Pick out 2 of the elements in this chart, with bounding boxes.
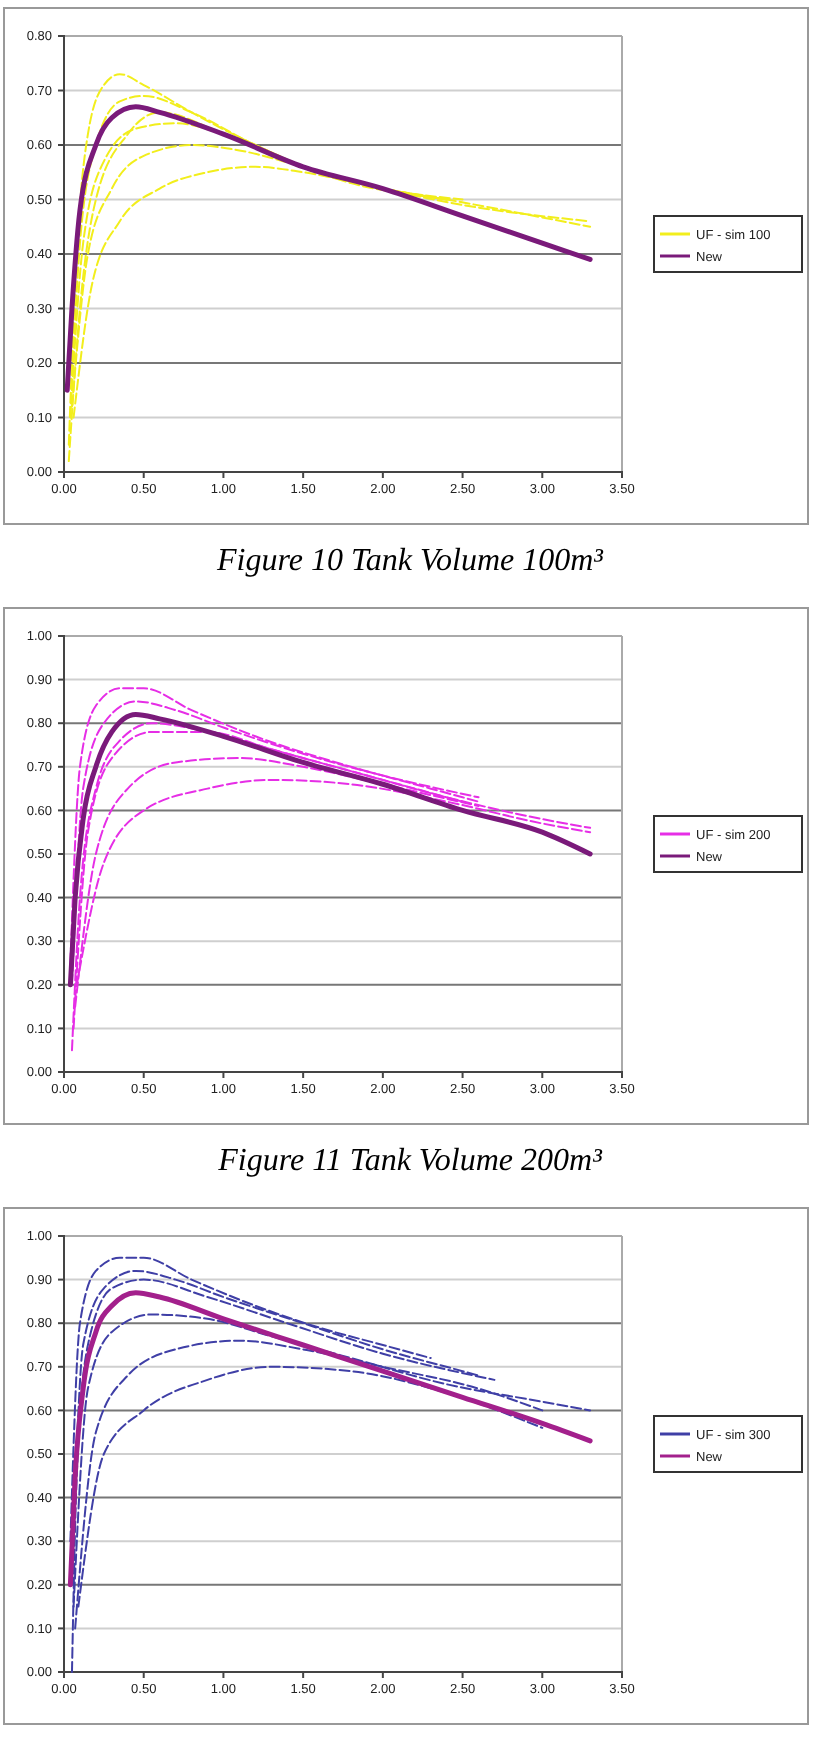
caption: Figure 10 Tank Volume 100m³ bbox=[215, 544, 604, 578]
caption: Figure 11 Tank Volume 200m³ bbox=[216, 1144, 603, 1178]
